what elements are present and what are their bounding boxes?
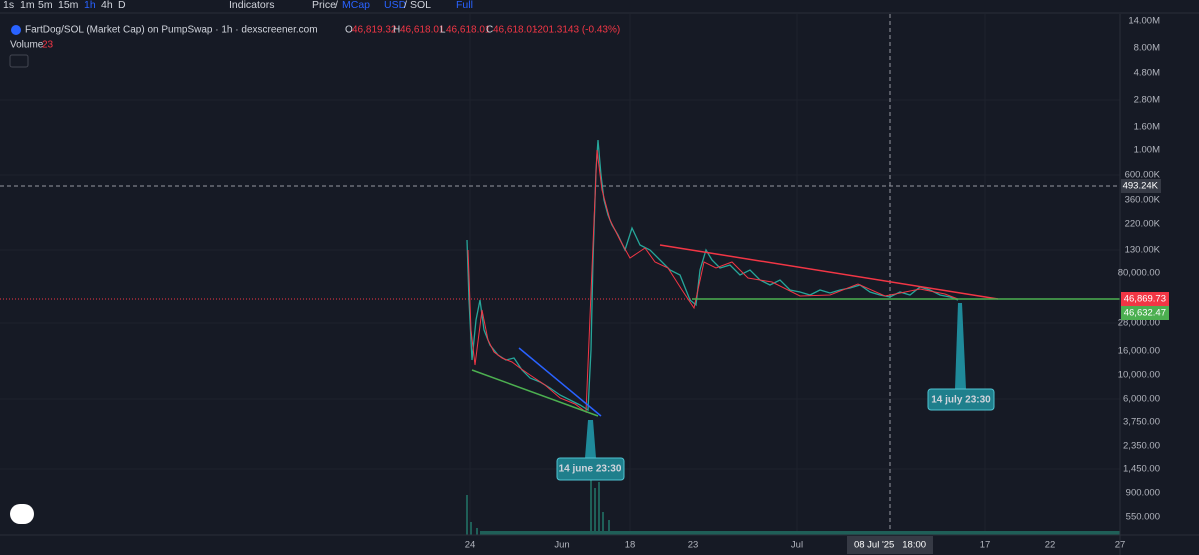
time-axis: 24 Jun 18 23 Jul 17 22 27 <box>465 540 1126 551</box>
last-close-box <box>1121 306 1169 320</box>
crosshair-price-label: 493.24K <box>1123 181 1159 192</box>
close-value: 46,618.01 <box>493 25 538 36</box>
legend-title: FartDog/SOL (Market Cap) on PumpSwap · 1… <box>25 25 318 36</box>
callout-pointer <box>955 303 966 389</box>
full-button[interactable]: Full <box>456 0 473 11</box>
price-axis-label: 28,000.00 <box>1118 318 1160 329</box>
price-axis-label: 1,450.00 <box>1123 464 1160 475</box>
price-axis-label: 4.80M <box>1134 68 1160 79</box>
open-value: 46,819.32 <box>352 25 397 36</box>
callout-text: 14 july 23:30 <box>931 395 991 406</box>
separator: / <box>335 0 338 11</box>
indicators-button[interactable]: Indicators <box>229 0 275 11</box>
price-axis-label: 2,350.00 <box>1123 441 1160 452</box>
toolbar <box>0 0 1199 13</box>
price-axis-label: 3,750.00 <box>1123 417 1160 428</box>
separator: / <box>404 0 407 11</box>
high-key: H <box>393 25 400 36</box>
close-key: C <box>486 25 493 36</box>
callout-text: 14 june 23:30 <box>559 464 622 475</box>
interval-button[interactable]: 4h <box>101 0 113 11</box>
interval-button[interactable]: 1m <box>20 0 35 11</box>
time-axis-label: 27 <box>1115 540 1126 551</box>
price-axis-label: 6,000.00 <box>1123 394 1160 405</box>
crosshair-time-box <box>847 536 933 554</box>
price-toggle[interactable]: Price <box>312 0 336 11</box>
time-axis-label: Jul <box>791 540 803 551</box>
volume-bars <box>466 470 1120 535</box>
price-axis-label: 900.000 <box>1126 488 1160 499</box>
trendline-green <box>471 369 599 417</box>
interval-button[interactable]: 15m <box>58 0 79 11</box>
change-value: -201.3143 (-0.43%) <box>534 25 620 36</box>
price-axis-label: 14.00M <box>1128 16 1160 27</box>
interval-button[interactable]: D <box>118 0 126 11</box>
low-value: 46,618.01 <box>446 25 491 36</box>
volume-value: 23 <box>42 40 54 51</box>
time-axis-label: 23 <box>688 540 699 551</box>
callout-pointer <box>585 420 596 458</box>
high-value: 46,618.01 <box>400 25 445 36</box>
price-axis-label: 130.00K <box>1125 245 1161 256</box>
interval-group: 1s 1m 5m 15m 1h 4h D <box>3 0 126 11</box>
sol-toggle[interactable]: SOL <box>410 0 431 11</box>
trendline-blue <box>518 347 602 417</box>
time-axis-label: 22 <box>1045 540 1056 551</box>
trendline-red <box>659 244 999 300</box>
interval-button[interactable]: 1h <box>84 0 96 11</box>
mcap-toggle[interactable]: MCap <box>342 0 370 11</box>
price-axis-label: 360.00K <box>1125 195 1161 206</box>
time-axis-label: 18 <box>625 540 636 551</box>
callout-box <box>927 388 995 411</box>
price-axis-label: 600.00K <box>1125 170 1161 181</box>
price-axis-label: 1.00M <box>1134 145 1160 156</box>
price-axis-label: 220.00K <box>1125 219 1161 230</box>
crosshair-time-label: 08 Jul '25 18:00 <box>854 540 926 551</box>
open-key: O <box>345 25 353 36</box>
price-axis-label: 80,000.00 <box>1118 268 1160 279</box>
price-path-down <box>467 149 959 413</box>
time-axis-label: 24 <box>465 540 476 551</box>
last-close-label: 46,632.47 <box>1124 308 1166 319</box>
volume-label: Volume <box>10 40 44 51</box>
interval-button[interactable]: 5m <box>38 0 53 11</box>
callout-box <box>556 457 625 481</box>
price-axis-label: 10,000.00 <box>1118 370 1160 381</box>
price-axis-label: 2.80M <box>1134 95 1160 106</box>
symbol-icon <box>11 25 21 35</box>
price-axis-label: 550.000 <box>1126 512 1160 523</box>
collapse-button[interactable] <box>9 54 29 68</box>
price-axis-label: 16,000.00 <box>1118 346 1160 357</box>
low-key: L <box>440 25 446 36</box>
last-price-box <box>1121 292 1169 306</box>
time-axis-label: 17 <box>980 540 991 551</box>
time-axis-label: Jun <box>554 540 569 551</box>
tv-logo[interactable] <box>10 504 34 524</box>
last-price-label: 46,869.73 <box>1124 294 1166 305</box>
price-axis: 14.00M 8.00M 4.80M 2.80M 1.60M 1.00M 600.00K 36… <box>1118 16 1161 523</box>
usd-toggle[interactable]: USD <box>384 0 407 11</box>
price-axis-label: 8.00M <box>1134 43 1160 54</box>
price-path <box>466 139 959 412</box>
interval-button[interactable]: 1s <box>3 0 14 11</box>
price-axis-label: 1.60M <box>1134 122 1160 133</box>
crosshair-price-box <box>1121 179 1161 193</box>
